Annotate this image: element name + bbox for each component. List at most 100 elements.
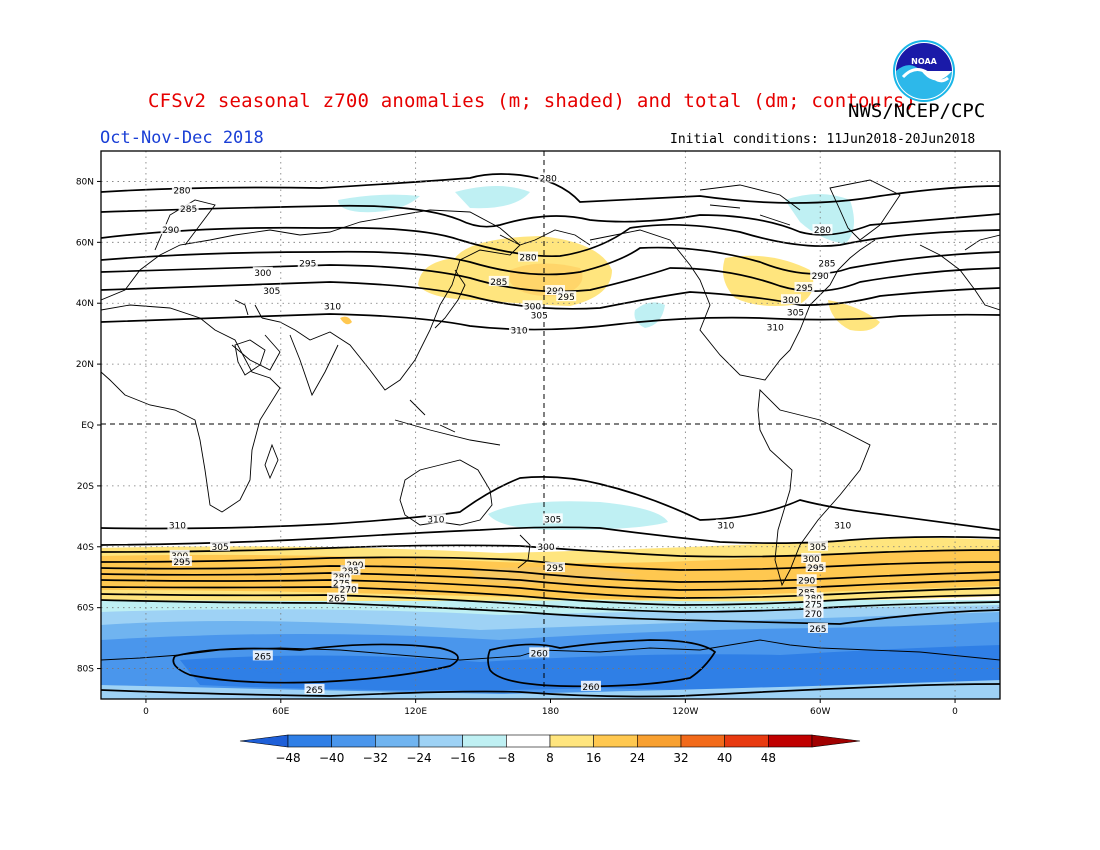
lon-tick-label: 0 [143, 707, 149, 717]
coast-lake-victoria [234, 339, 266, 376]
contour-label-bg [794, 282, 815, 292]
contour-label: 310 [427, 515, 444, 525]
contour-ant-260-loop [487, 639, 717, 688]
colorbar-swatch [418, 734, 463, 748]
anomaly-antarctic-low [101, 680, 1000, 699]
colorbar-swatch [593, 734, 638, 748]
contour-label-bg [780, 294, 801, 305]
contour-label: 295 [173, 558, 190, 568]
contour-label-bg [529, 647, 550, 658]
contour-label: 300 [254, 269, 271, 279]
contour-label-bg [522, 300, 543, 311]
contour-label-bg [509, 324, 530, 335]
contour-label: 310 [717, 521, 734, 531]
height-contours [101, 173, 1000, 698]
lat-tick-label: 20N [76, 360, 94, 370]
contour-label-bg [178, 202, 199, 213]
contour-sh-290 [101, 565, 1000, 583]
contour-label-bg [796, 586, 817, 597]
contour-label-bg [167, 519, 188, 530]
contour-label: 310 [510, 327, 527, 337]
lat-tick-label: EQ [81, 421, 94, 431]
initial-conditions-label: Initial conditions: 11Jun2018-20Jun2018 [670, 132, 976, 147]
colorbar-label: −48 [275, 751, 300, 765]
colorbar-label: −24 [406, 751, 431, 765]
coast-new-zealand [517, 534, 531, 569]
colorbar-label: 48 [761, 751, 776, 765]
contour-nh-300 [101, 264, 1000, 293]
contour-label: 265 [328, 595, 345, 605]
anomaly-antarctic-band5 [180, 645, 1000, 692]
coast-indonesia [394, 399, 501, 446]
anomaly-antarctic-core [240, 660, 420, 673]
contour-label: 305 [531, 311, 548, 321]
colorbar-label: −32 [363, 751, 388, 765]
contour-label: 300 [537, 543, 554, 553]
contour-label: 270 [340, 585, 357, 595]
chart-title: CFSv2 seasonal z700 anomalies (m; shaded… [148, 90, 917, 112]
colorbar-swatch [549, 734, 594, 748]
colorbar-max-arrow [811, 734, 861, 748]
contour-nh-280 [101, 173, 1000, 204]
lat-tick-label: 40S [77, 543, 94, 553]
coast-africa [101, 304, 281, 513]
contour-label-bg [326, 592, 347, 603]
agency-label: NWS/NCEP/CPC [848, 100, 986, 122]
contour-label: 280 [173, 187, 190, 197]
contour-nh-310 [101, 313, 1000, 331]
contour-label-bg [252, 650, 273, 661]
contour-label: 290 [546, 287, 563, 297]
contour-label: 300 [524, 302, 541, 312]
contour-label-bg [304, 683, 325, 694]
contour-label-bg [544, 285, 565, 296]
contour-label-bg [556, 291, 577, 302]
contour-label: 290 [812, 272, 829, 282]
contour-label-bg [810, 269, 831, 280]
contour-label: 280 [540, 174, 557, 184]
contour-sh-280 [101, 579, 1000, 599]
axis-labels: 80N 60N 40N 20N EQ 20S 40S 60S 80S 0 60E 120E 180 120… [76, 177, 958, 717]
contour-label-bg [801, 552, 822, 563]
contour-label: 265 [254, 652, 271, 662]
contour-label: 280 [814, 226, 831, 236]
contour-label: 305 [212, 543, 229, 553]
anomaly-arctic-neg [338, 194, 420, 213]
contour-label-bg [322, 300, 343, 311]
noaa-logo: NOAA [893, 40, 955, 102]
contour-sh-265 [101, 599, 1000, 625]
colorbar-label: 8 [546, 751, 554, 765]
contour-label: 305 [787, 308, 804, 318]
coast-scandinavia [154, 199, 216, 251]
contour-label: 275 [805, 601, 822, 611]
lat-tick-label: 40N [76, 299, 94, 309]
coast-caspian [234, 299, 263, 319]
colorbar-label: −8 [497, 751, 515, 765]
contour-label: 295 [796, 284, 813, 294]
contour-label: 295 [558, 293, 575, 303]
contour-label-bg [210, 540, 231, 551]
contour-nh-295 [101, 246, 1000, 276]
contour-label-bg [803, 592, 824, 603]
contour-label: 305 [809, 543, 826, 553]
contour-label-bg [807, 540, 828, 551]
coast-india [289, 334, 339, 397]
coast-australia [399, 459, 493, 526]
contour-label-bg [803, 598, 824, 609]
coast-kamchatka [499, 229, 591, 246]
anomaly-arctic-neg2 [455, 186, 530, 209]
colorbar-label: −16 [450, 751, 475, 765]
colorbar-swatch [680, 734, 725, 748]
colorbar: −48 −40 −32 −24 −16 −8 8 16 24 32 40 48 [239, 734, 861, 765]
lat-tick-label: 60N [76, 238, 94, 248]
contour-labels: 2802852902953003053102802802852902953003… [160, 172, 853, 696]
contour-sh-300 [101, 544, 1000, 558]
contour-label: 285 [490, 278, 507, 288]
contour-label: 295 [546, 564, 563, 574]
contour-sh-305 [101, 526, 1000, 546]
contour-label: 310 [169, 521, 186, 531]
contour-label-bg [544, 562, 565, 573]
lat-tick-label: 20S [77, 482, 94, 492]
contour-label-bg [715, 519, 736, 530]
